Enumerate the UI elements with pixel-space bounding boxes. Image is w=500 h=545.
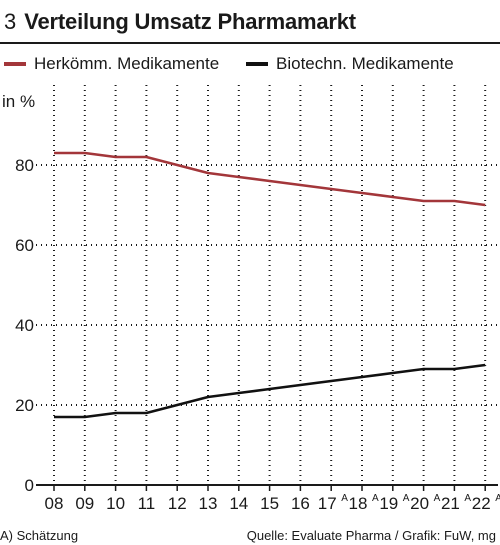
series-line-0 xyxy=(54,151,486,207)
x-tick-label: 08 xyxy=(45,494,64,513)
x-tick-label: 18 xyxy=(349,494,368,513)
y-axis-label: in % xyxy=(2,92,35,111)
legend-swatch-herkoemm xyxy=(4,62,26,66)
y-tick-label: 20 xyxy=(15,396,34,415)
chart-title: Verteilung Umsatz Pharmamarkt xyxy=(24,9,356,34)
legend: Herkömm. Medikamente Biotechn. Medikamen… xyxy=(0,54,500,82)
footnote: A) Schätzung xyxy=(0,528,79,543)
legend-swatch-biotechn xyxy=(246,62,268,66)
x-tick-label: 12 xyxy=(168,494,187,513)
x-tick-label: 22 xyxy=(472,494,491,513)
y-tick-label: 0 xyxy=(25,476,34,495)
x-tick-label: 20 xyxy=(410,494,429,513)
x-tick-label: 14 xyxy=(229,494,248,513)
estimate-marker: A xyxy=(434,493,441,504)
estimate-marker: A xyxy=(403,493,410,504)
legend-item-biotechn: Biotechn. Medikamente xyxy=(246,54,454,74)
y-tick-label: 80 xyxy=(15,156,34,175)
series-lines xyxy=(54,151,486,419)
x-tick-label: 21 xyxy=(441,494,460,513)
chart-number: 3 xyxy=(4,9,17,34)
legend-label-herkoemm: Herkömm. Medikamente xyxy=(34,54,220,73)
y-tick-label: 40 xyxy=(15,316,34,335)
grid xyxy=(36,85,498,485)
estimate-marker: A xyxy=(495,493,500,504)
title-rule xyxy=(0,42,500,44)
axes xyxy=(36,484,498,491)
y-tick-label: 60 xyxy=(15,236,34,255)
x-tick-label: 16 xyxy=(291,494,310,513)
x-tick-label: 10 xyxy=(106,494,125,513)
chart-header: 3 Verteilung Umsatz Pharmamarkt xyxy=(0,4,356,40)
estimate-marker: A xyxy=(464,493,471,504)
x-tick-label: 19 xyxy=(379,494,398,513)
series-line-1 xyxy=(54,363,486,419)
x-tick-label: 11 xyxy=(138,494,156,513)
source-credit: Quelle: Evaluate Pharma / Grafik: FuW, m… xyxy=(246,528,496,543)
x-tick-label: 17 xyxy=(318,494,337,513)
x-tick-label: 09 xyxy=(75,494,94,513)
x-tick-label: 13 xyxy=(199,494,218,513)
legend-item-herkoemm: Herkömm. Medikamente xyxy=(4,54,219,74)
legend-label-biotechn: Biotechn. Medikamente xyxy=(276,54,454,73)
estimate-marker: A xyxy=(341,493,348,504)
estimate-marker: A xyxy=(372,493,379,504)
x-tick-label: 15 xyxy=(260,494,279,513)
